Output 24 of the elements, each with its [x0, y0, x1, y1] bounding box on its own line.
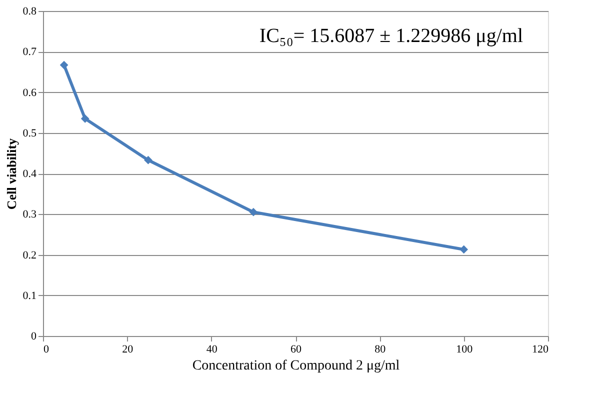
- point: [460, 245, 468, 254]
- point: [249, 208, 258, 216]
- y-tick-label: 0.3: [22, 208, 37, 221]
- y-tick-label: 0.6: [22, 86, 37, 99]
- annotation: IC₅₀= 15.6087 ± 1.229986 μg/ml: [259, 25, 524, 47]
- y-tick-label: 0: [31, 330, 37, 342]
- y-tick-label: 0.1: [22, 290, 36, 302]
- y-tick-label: 0.5: [22, 127, 37, 140]
- point: [144, 156, 152, 164]
- x-tick-label: 100: [456, 344, 474, 356]
- x-tick-label: 120: [532, 344, 549, 356]
- x-tick-label: 40: [206, 344, 218, 356]
- y-tick-label: 0.2: [22, 249, 36, 262]
- y-tick-label: 0.4: [22, 168, 37, 180]
- x-tick-label: 80: [374, 344, 386, 356]
- y-tick-label: 0.8: [22, 6, 37, 18]
- x-axis-title: Concentration of Compound 2 μg/ml: [192, 358, 400, 374]
- x-tick-label: 0: [44, 344, 50, 356]
- y-tick-label: 0.7: [22, 46, 37, 58]
- x-tick-label: 20: [122, 344, 134, 356]
- x-tick-label: 60: [290, 344, 302, 356]
- y-axis-title: Cell viability: [4, 138, 19, 210]
- point: [60, 60, 68, 70]
- point: [80, 114, 90, 123]
